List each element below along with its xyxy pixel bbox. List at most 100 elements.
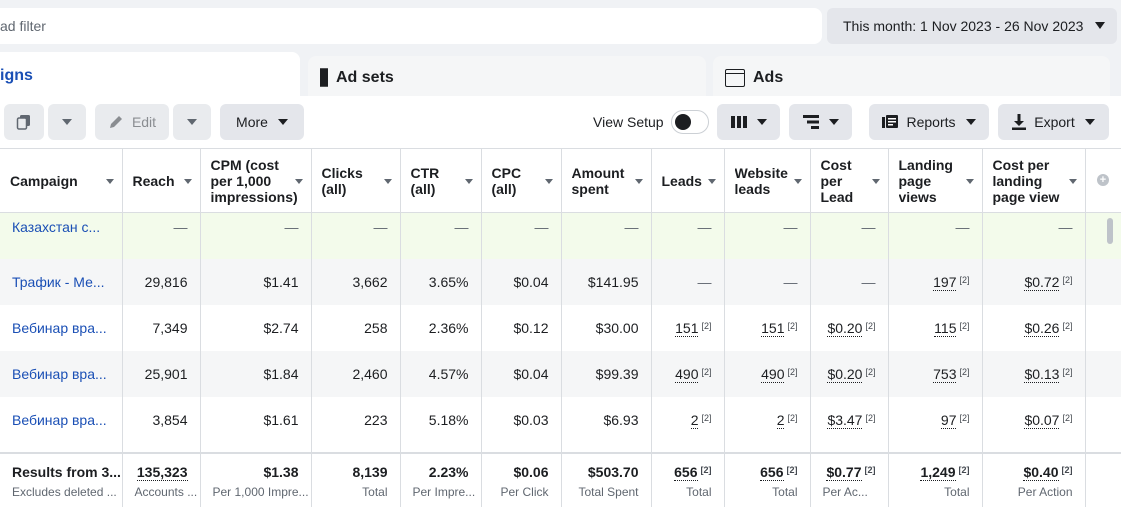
footnote-marker: [2] — [865, 412, 876, 423]
add-column-icon[interactable]: + — [1097, 174, 1109, 186]
column-header-website-leads[interactable]: Website leads — [724, 148, 811, 213]
total-sublabel: Per Action — [1017, 484, 1073, 499]
view-setup-toggle[interactable] — [671, 110, 709, 134]
cell-reach: 7,349 — [122, 304, 201, 351]
cell-value: — — [861, 219, 876, 235]
duplicate-dropdown-button[interactable] — [48, 104, 86, 140]
total-value: $503.70 — [587, 463, 639, 480]
cell-value: 151 — [675, 319, 699, 337]
cell-value: $0.20 — [827, 319, 863, 337]
campaign-name-link[interactable]: Вебинар вра... — [0, 350, 123, 397]
campaign-name-link[interactable]: Вебинар вра... — [0, 304, 123, 351]
cell-value: 4.57% — [428, 365, 469, 382]
column-header-leads[interactable]: Leads — [651, 148, 725, 213]
footnote-marker: [2] — [787, 366, 798, 377]
footnote-marker: [2] — [959, 366, 970, 377]
cell-value: — — [861, 273, 876, 290]
table-row[interactable]: Вебинар вра... 7,349 $2.74 258 2.36% $0.12 $30… — [0, 304, 1121, 351]
breakdown-button[interactable] — [789, 104, 852, 140]
columns-button[interactable] — [717, 104, 780, 140]
filter-placeholder: ad filter — [0, 18, 46, 34]
pencil-icon — [109, 116, 122, 128]
campaign-name-link[interactable]: Казахстан с... — [0, 212, 123, 259]
reports-label: Reports — [906, 114, 956, 130]
chevron-down-icon — [1095, 22, 1105, 29]
column-header-cost-per-lpv[interactable]: Cost per landing page view — [982, 148, 1086, 213]
total-sublabel: Per Click — [500, 484, 549, 499]
table-row[interactable]: Вебинар вра... 25,901 $1.84 2,460 4.57% $0.04… — [0, 350, 1121, 397]
total-clicks: 8,139 Total — [311, 451, 401, 507]
cell-spent: — — [561, 212, 652, 259]
view-setup-label: View Setup — [593, 114, 664, 130]
total-reach: 135,323 Accounts ... — [122, 451, 201, 507]
export-button[interactable]: Export — [998, 104, 1109, 140]
scrollbar-thumb[interactable] — [1107, 218, 1113, 244]
cell-cpc: $0.04 — [481, 350, 562, 397]
cell-lpv: — — [888, 212, 983, 259]
column-header-cpc[interactable]: CPC (all) — [481, 148, 562, 213]
edit-dropdown-button[interactable] — [173, 104, 211, 140]
cell-spent: $30.00 — [561, 304, 652, 351]
tab-ad-sets[interactable]: Ad sets — [308, 56, 706, 100]
cell-value: 2 — [776, 411, 785, 429]
column-header-amount-spent[interactable]: Amount spent — [561, 148, 652, 213]
sort-caret-icon — [1068, 179, 1077, 184]
cell-cost-lpv: — — [982, 212, 1086, 259]
sort-caret-icon — [544, 179, 553, 184]
edit-button[interactable]: Edit — [95, 104, 169, 140]
campaign-name-link[interactable]: Трафик - Ме... — [0, 258, 123, 305]
sort-caret-icon — [383, 179, 392, 184]
column-header-landing-page-views[interactable]: Landing page views — [888, 148, 983, 213]
table-row[interactable]: Вебинар вра... 3,854 $1.61 223 5.18% $0.03 $6.… — [0, 396, 1121, 443]
cell-value: 197 — [933, 273, 957, 291]
cell-value: $1.61 — [263, 411, 299, 428]
sort-caret-icon — [294, 179, 303, 184]
table-row[interactable]: Казахстан с... — — — — — — — — — — — — [0, 212, 1121, 259]
cell-ctr: 2.36% — [400, 304, 482, 351]
total-cpl: $0.77 [2] Per Ac... — [810, 451, 889, 507]
cell-value: 25,901 — [144, 365, 188, 382]
column-header-campaign[interactable]: Campaign — [0, 148, 123, 213]
column-header-reach[interactable]: Reach — [122, 148, 201, 213]
cell-value: 2 — [690, 411, 699, 429]
total-value: $0.40 — [1023, 463, 1059, 481]
spacer-row — [0, 442, 1121, 453]
spacer-cell — [311, 442, 401, 453]
cell-value: — — [1058, 219, 1073, 235]
cell-value: $1.84 — [263, 365, 299, 382]
spacer-cell — [200, 442, 312, 453]
footnote-marker: [2] — [701, 412, 712, 423]
column-header-ctr[interactable]: CTR (all) — [400, 148, 482, 213]
tab-campaigns[interactable]: igns — [0, 52, 300, 100]
campaign-name-link[interactable]: Вебинар вра... — [0, 396, 123, 443]
reports-button[interactable]: Reports — [869, 104, 989, 140]
edit-label: Edit — [131, 114, 157, 130]
search-filter-input[interactable]: ad filter — [0, 8, 822, 44]
column-header-cpm[interactable]: CPM (cost per 1,000 impressions) — [200, 148, 312, 213]
cell-value: $0.07 — [1024, 411, 1060, 429]
chevron-down-icon — [277, 119, 288, 125]
total-leads: 656 [2] Total — [651, 451, 725, 507]
cell-clicks: — — [311, 212, 401, 259]
cell-value: $141.95 — [587, 273, 639, 290]
cell-reach: 25,901 — [122, 350, 201, 397]
sort-caret-icon — [793, 179, 802, 184]
date-range-button[interactable]: This month: 1 Nov 2023 - 26 Nov 2023 — [827, 8, 1117, 44]
total-value: 656 — [674, 463, 698, 481]
footnote-marker: [2] — [865, 320, 876, 331]
column-header-clicks[interactable]: Clicks (all) — [311, 148, 401, 213]
duplicate-button[interactable] — [4, 104, 44, 140]
footnote-marker: [2] — [959, 320, 970, 331]
cell-value: — — [697, 219, 712, 235]
cell-clicks: 258 — [311, 304, 401, 351]
table-row[interactable]: Трафик - Ме... 29,816 $1.41 3,662 3.65% $0.04… — [0, 258, 1121, 305]
spacer-cell — [400, 442, 482, 453]
more-button[interactable]: More — [220, 104, 304, 140]
cell-value: $6.93 — [603, 411, 639, 428]
cell-value: $0.72 — [1024, 273, 1060, 291]
footnote-marker: [2] — [865, 366, 876, 377]
column-header-cost-per-lead[interactable]: Cost per Lead — [810, 148, 889, 213]
cell-reach: 29,816 — [122, 258, 201, 305]
tab-ads[interactable]: Ads — [713, 56, 1110, 100]
cell-cost-lpv: $0.72 [2] — [982, 258, 1086, 305]
